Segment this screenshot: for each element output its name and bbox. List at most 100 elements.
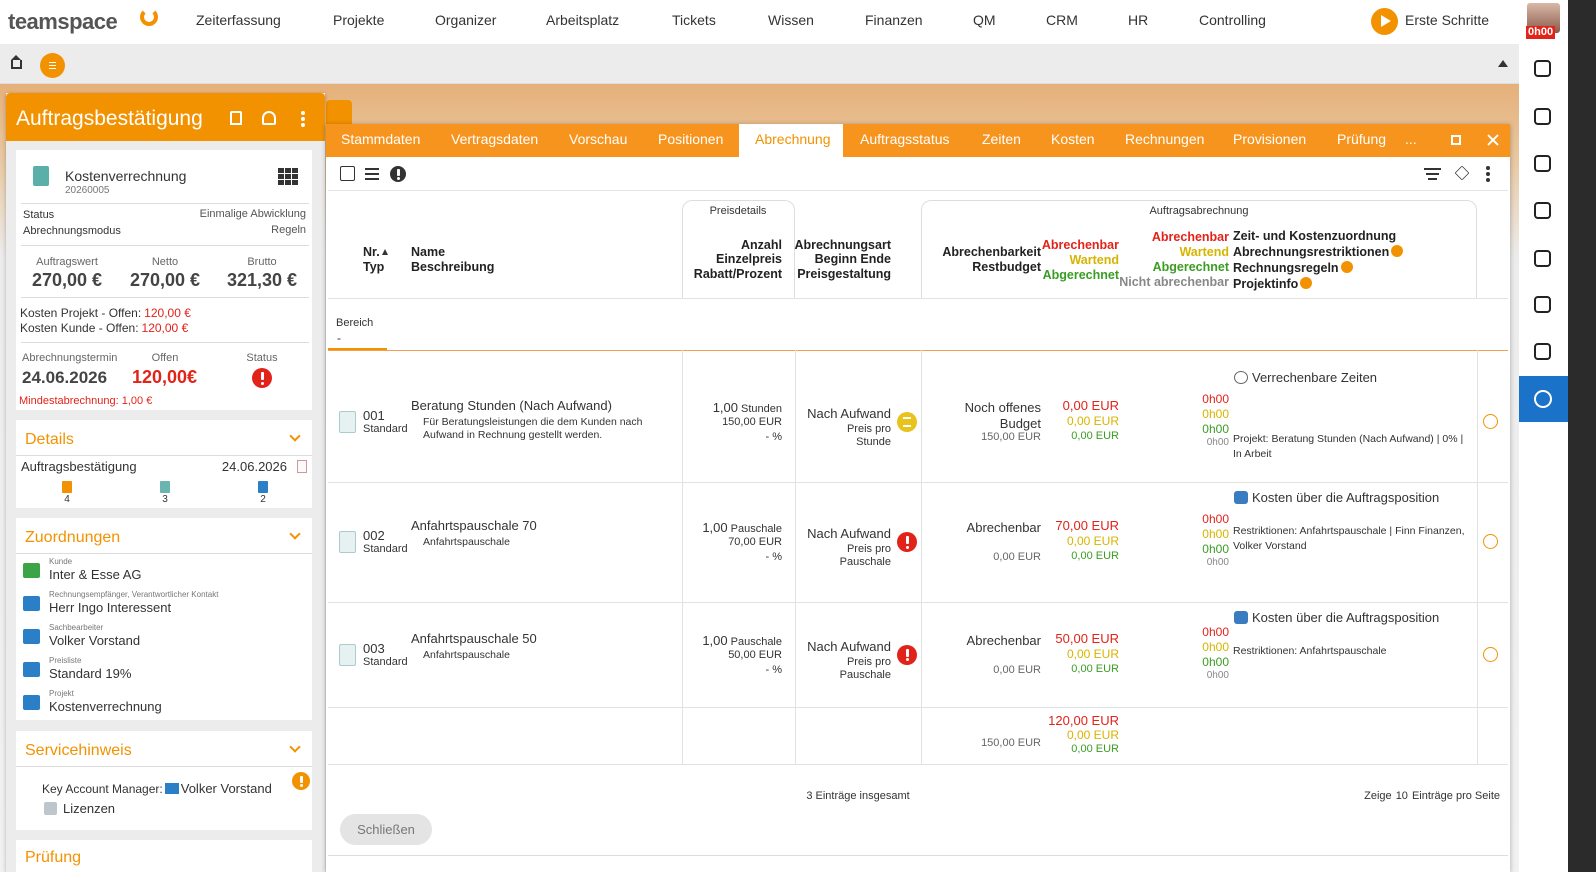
position-name[interactable]: Anfahrtspauschale 70: [411, 518, 537, 533]
more-dot[interactable]: [1486, 172, 1490, 176]
tab[interactable]: Positionen: [658, 131, 724, 147]
home-icon[interactable]: [11, 60, 22, 69]
section-title[interactable]: Prüfung: [25, 849, 82, 866]
filter-icon[interactable]: [1426, 173, 1439, 175]
more-dot[interactable]: [301, 117, 305, 121]
grid-icon-cell[interactable]: [285, 180, 291, 185]
column-header[interactable]: Rabatt/Prozent: [693, 267, 782, 281]
grid-icon-cell[interactable]: [292, 174, 298, 179]
filter-icon[interactable]: [1424, 168, 1441, 170]
quantity-cell: 1,00 Stunden: [713, 400, 782, 416]
page-size[interactable]: 10: [1395, 790, 1408, 802]
assignment-value[interactable]: Volker Vorstand: [49, 633, 141, 648]
grid-icon-cell[interactable]: [278, 168, 284, 173]
rail-icon[interactable]: [1534, 108, 1551, 125]
alert-dot: [905, 545, 909, 549]
info-dot: [1340, 261, 1353, 273]
play-triangle: [1381, 15, 1391, 27]
nav-item[interactable]: Finanzen: [865, 12, 923, 28]
list-view-icon[interactable]: [340, 166, 355, 181]
nav-item[interactable]: Organizer: [435, 12, 497, 28]
more-dot[interactable]: [1486, 166, 1490, 170]
position-name[interactable]: Beratung Stunden (Nach Aufwand): [411, 398, 612, 413]
maximize-icon[interactable]: [1451, 135, 1461, 145]
paging-suffix: Einträge pro Seite: [1411, 790, 1500, 802]
column-header[interactable]: Anzahl: [741, 238, 782, 252]
tab[interactable]: Abrechnung: [755, 131, 831, 147]
nav-item[interactable]: CRM: [1046, 12, 1078, 28]
grid-icon-cell[interactable]: [292, 180, 298, 185]
rail-icon[interactable]: [1534, 343, 1551, 360]
column-header[interactable]: Preisgestaltung: [797, 267, 891, 281]
nav-item[interactable]: Zeiterfassung: [196, 12, 281, 28]
collapse-icon[interactable]: [1498, 60, 1508, 67]
start-link[interactable]: Erste Schritte: [1405, 12, 1490, 28]
tab[interactable]: Rechnungen: [1125, 131, 1205, 147]
column-header[interactable]: Beschreibung: [411, 260, 495, 274]
currency-icon[interactable]: [1483, 646, 1498, 662]
menu-view-icon[interactable]: [365, 168, 379, 170]
column-header[interactable]: Abrechnungsart: [794, 238, 891, 252]
pdf-icon[interactable]: [297, 460, 307, 473]
bell-icon[interactable]: [262, 111, 276, 125]
section-title[interactable]: Servicehinweis: [25, 742, 132, 759]
column-header[interactable]: Beginn Ende: [814, 252, 891, 266]
start-icon[interactable]: [1371, 8, 1398, 35]
column-header[interactable]: Nr.: [363, 245, 380, 259]
section-title[interactable]: Details: [25, 431, 74, 448]
tab[interactable]: Provisionen: [1233, 131, 1307, 147]
menu-view-icon[interactable]: [365, 173, 379, 175]
nav-item[interactable]: Projekte: [333, 12, 385, 28]
billing-type: Nach Aufwand: [807, 638, 891, 654]
more-dot[interactable]: [301, 111, 305, 115]
grid-icon-cell[interactable]: [278, 174, 284, 179]
rail-icon[interactable]: [1534, 296, 1551, 313]
nav-item[interactable]: Controlling: [1199, 12, 1266, 28]
nav-item[interactable]: HR: [1128, 12, 1149, 28]
menu-button[interactable]: [40, 53, 65, 78]
nav-item[interactable]: QM: [973, 12, 996, 28]
grid-icon-cell[interactable]: [292, 168, 298, 173]
column-header[interactable]: Einzelpreis: [716, 252, 782, 266]
column-header[interactable]: Restbudget: [972, 260, 1041, 274]
assignment-value[interactable]: Herr Ingo Interessent: [49, 600, 172, 615]
nav-item[interactable]: Tickets: [672, 12, 716, 28]
tab[interactable]: Prüfung: [1337, 131, 1387, 147]
close-button[interactable]: Schließen: [340, 814, 432, 845]
menu-view-icon[interactable]: [365, 178, 379, 180]
column-header[interactable]: Typ: [363, 260, 385, 274]
column-header[interactable]: Name: [411, 245, 446, 259]
rail-icon[interactable]: [1534, 202, 1551, 219]
tab[interactable]: Auftragsstatus: [860, 131, 950, 147]
logo[interactable]: teamspace: [8, 9, 118, 34]
tab[interactable]: Vorschau: [569, 131, 628, 147]
more-dot[interactable]: [301, 123, 305, 127]
filter-value[interactable]: -: [337, 331, 341, 345]
divider: [16, 553, 312, 554]
section-title[interactable]: Zuordnungen: [25, 529, 121, 546]
more-dot[interactable]: [1486, 178, 1490, 182]
currency-icon[interactable]: [1483, 414, 1498, 429]
rail-icon[interactable]: [1534, 155, 1551, 172]
assignment-value[interactable]: Inter & Esse AG: [49, 567, 142, 582]
discount: - %: [765, 551, 783, 563]
grid-icon-cell[interactable]: [285, 168, 291, 173]
tab-more[interactable]: ...: [1405, 131, 1417, 147]
tab[interactable]: Zeiten: [982, 131, 1021, 147]
grid-icon-cell[interactable]: [278, 180, 284, 185]
tab[interactable]: Vertragsdaten: [451, 131, 539, 147]
pin-icon[interactable]: [230, 111, 242, 125]
tab[interactable]: Stammdaten: [341, 131, 421, 147]
currency-icon[interactable]: [1483, 534, 1498, 549]
filter-icon[interactable]: [1428, 178, 1437, 180]
tab[interactable]: Kosten: [1051, 131, 1095, 147]
nav-item[interactable]: Arbeitsplatz: [546, 12, 620, 28]
rail-icon[interactable]: [1534, 60, 1551, 77]
grid-icon-cell[interactable]: [285, 174, 291, 179]
assignment-value[interactable]: Kostenverrechnung: [49, 699, 162, 714]
column-header[interactable]: Abrechenbarkeit: [942, 245, 1041, 259]
rail-icon[interactable]: [1534, 250, 1551, 267]
nav-item[interactable]: Wissen: [768, 12, 814, 28]
assignment-value[interactable]: Standard 19%: [49, 666, 132, 681]
position-name[interactable]: Anfahrtspauschale 50: [411, 630, 537, 646]
